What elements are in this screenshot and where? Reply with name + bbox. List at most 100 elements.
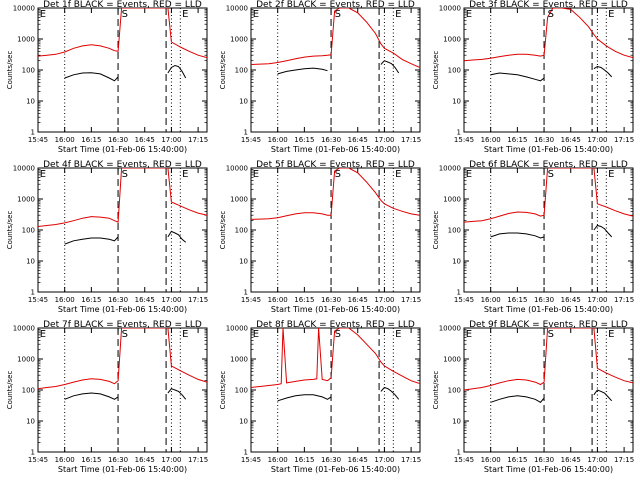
x-tick-label: 16:15 — [81, 136, 101, 144]
chart-title: Det 8f BLACK = Events, RED = LLD — [256, 320, 415, 330]
interval-marker: E — [40, 169, 46, 180]
series-line-events — [167, 64, 187, 79]
x-axis-label: Start Time (01-Feb-06 15:40:00) — [484, 145, 613, 154]
x-tick-label: 15:45 — [454, 136, 474, 144]
plot-area — [38, 8, 207, 132]
chart-panel-7: Det 7f BLACK = Events, RED = LLD 1 10 100 10… — [6, 320, 208, 474]
y-axis-label: Counts/sec — [432, 51, 440, 90]
interval-marker: E — [182, 9, 188, 20]
x-tick-label: 16:15 — [507, 296, 527, 304]
x-tick-label: 17:15 — [614, 136, 634, 144]
x-axis-label: Start Time (01-Feb-06 15:40:00) — [484, 465, 613, 474]
x-tick-label: 17:00 — [587, 296, 607, 304]
y-axis-label: Counts/sec — [432, 211, 440, 250]
interval-marker: E — [466, 169, 472, 180]
plot-frame — [463, 167, 634, 293]
x-tick-label: 17:15 — [401, 296, 421, 304]
y-axis-label: Counts/sec — [219, 51, 227, 90]
y-tick-label: 10000 — [439, 325, 461, 333]
series-line-events — [593, 389, 613, 402]
x-tick-label: 16:15 — [294, 456, 314, 464]
interval-marker: E — [253, 169, 259, 180]
chart-panel-1: Det 1f BLACK = Events, RED = LLD 1 10 100 10… — [6, 0, 208, 154]
y-tick-label: 10 — [26, 258, 35, 266]
y-tick-label: 1 — [31, 129, 35, 137]
y-axis-label: Counts/sec — [6, 371, 14, 410]
x-tick-label: 16:45 — [135, 296, 155, 304]
x-tick-label: 16:45 — [561, 296, 581, 304]
y-axis-label: Counts/sec — [219, 211, 227, 250]
series-line-events — [490, 232, 545, 239]
x-axis-label: Start Time (01-Feb-06 15:40:00) — [271, 465, 400, 474]
series-line-events — [593, 224, 613, 238]
plot-area — [464, 8, 633, 132]
x-tick-label: 17:15 — [188, 136, 208, 144]
plot-frame — [250, 167, 421, 293]
interval-marker: E — [466, 9, 472, 20]
series-line-lld — [251, 8, 420, 68]
chart-panel-4: Det 4f BLACK = Events, RED = LLD 1 10 100 10… — [6, 160, 208, 314]
plot-area — [464, 168, 633, 292]
series-line-events — [490, 395, 545, 403]
x-tick-label: 15:45 — [241, 456, 261, 464]
series-line-lld — [464, 8, 633, 62]
x-axis-label: Start Time (01-Feb-06 15:40:00) — [271, 145, 400, 154]
interval-marker: E — [608, 329, 614, 340]
interval-marker: S — [122, 9, 128, 20]
y-tick-label: 1000 — [443, 196, 461, 204]
interval-marker: S — [122, 169, 128, 180]
y-tick-label: 1 — [457, 449, 461, 457]
y-tick-label: 1 — [244, 449, 248, 457]
chart-panel-6: Det 6f BLACK = Events, RED = LLD 1 10 100 10… — [432, 160, 634, 314]
y-tick-label: 100 — [448, 387, 461, 395]
x-tick-label: 16:45 — [348, 136, 368, 144]
x-tick-label: 16:15 — [294, 136, 314, 144]
y-tick-label: 100 — [22, 387, 35, 395]
interval-marker: E — [395, 169, 401, 180]
plot-area — [251, 168, 420, 292]
chart-title: Det 3f BLACK = Events, RED = LLD — [469, 0, 628, 10]
y-tick-label: 10 — [26, 98, 35, 106]
x-tick-label: 17:00 — [161, 456, 181, 464]
series-line-events — [64, 236, 119, 245]
chart-panel-9: Det 9f BLACK = Events, RED = LLD 1 10 100 10… — [432, 320, 634, 474]
y-axis-label: Counts/sec — [432, 371, 440, 410]
y-tick-label: 100 — [22, 67, 35, 75]
x-tick-label: 15:45 — [454, 456, 474, 464]
x-tick-label: 16:30 — [321, 136, 341, 144]
interval-marker: E — [40, 329, 46, 340]
y-axis-label: Counts/sec — [6, 51, 14, 90]
interval-marker: E — [253, 9, 259, 20]
series-line-lld — [38, 8, 207, 59]
x-tick-label: 17:00 — [374, 456, 394, 464]
y-tick-label: 10 — [239, 98, 248, 106]
x-tick-label: 17:00 — [587, 456, 607, 464]
x-axis-label: Start Time (01-Feb-06 15:40:00) — [271, 305, 400, 314]
plot-area — [251, 8, 420, 132]
y-tick-label: 1000 — [17, 36, 35, 44]
plot-area — [251, 328, 420, 452]
x-tick-label: 17:15 — [401, 136, 421, 144]
interval-marker: E — [608, 169, 614, 180]
series-line-lld — [38, 328, 207, 390]
x-tick-label: 15:45 — [241, 296, 261, 304]
x-axis-label: Start Time (01-Feb-06 15:40:00) — [58, 465, 187, 474]
y-tick-label: 10 — [452, 418, 461, 426]
x-axis-label: Start Time (01-Feb-06 15:40:00) — [484, 305, 613, 314]
y-tick-label: 1000 — [443, 356, 461, 364]
x-tick-label: 16:45 — [135, 136, 155, 144]
series-line-events — [593, 65, 613, 78]
x-tick-label: 16:00 — [268, 456, 288, 464]
x-tick-label: 17:00 — [374, 296, 394, 304]
series-line-lld — [251, 168, 420, 220]
chart-title: Det 4f BLACK = Events, RED = LLD — [43, 160, 202, 170]
chart-title: Det 6f BLACK = Events, RED = LLD — [469, 160, 628, 170]
y-tick-label: 10 — [239, 258, 248, 266]
y-tick-label: 100 — [235, 67, 248, 75]
y-tick-label: 100 — [448, 227, 461, 235]
x-tick-label: 16:30 — [321, 456, 341, 464]
y-tick-label: 1 — [244, 129, 248, 137]
x-tick-label: 17:15 — [614, 296, 634, 304]
y-axis-label: Counts/sec — [219, 371, 227, 410]
